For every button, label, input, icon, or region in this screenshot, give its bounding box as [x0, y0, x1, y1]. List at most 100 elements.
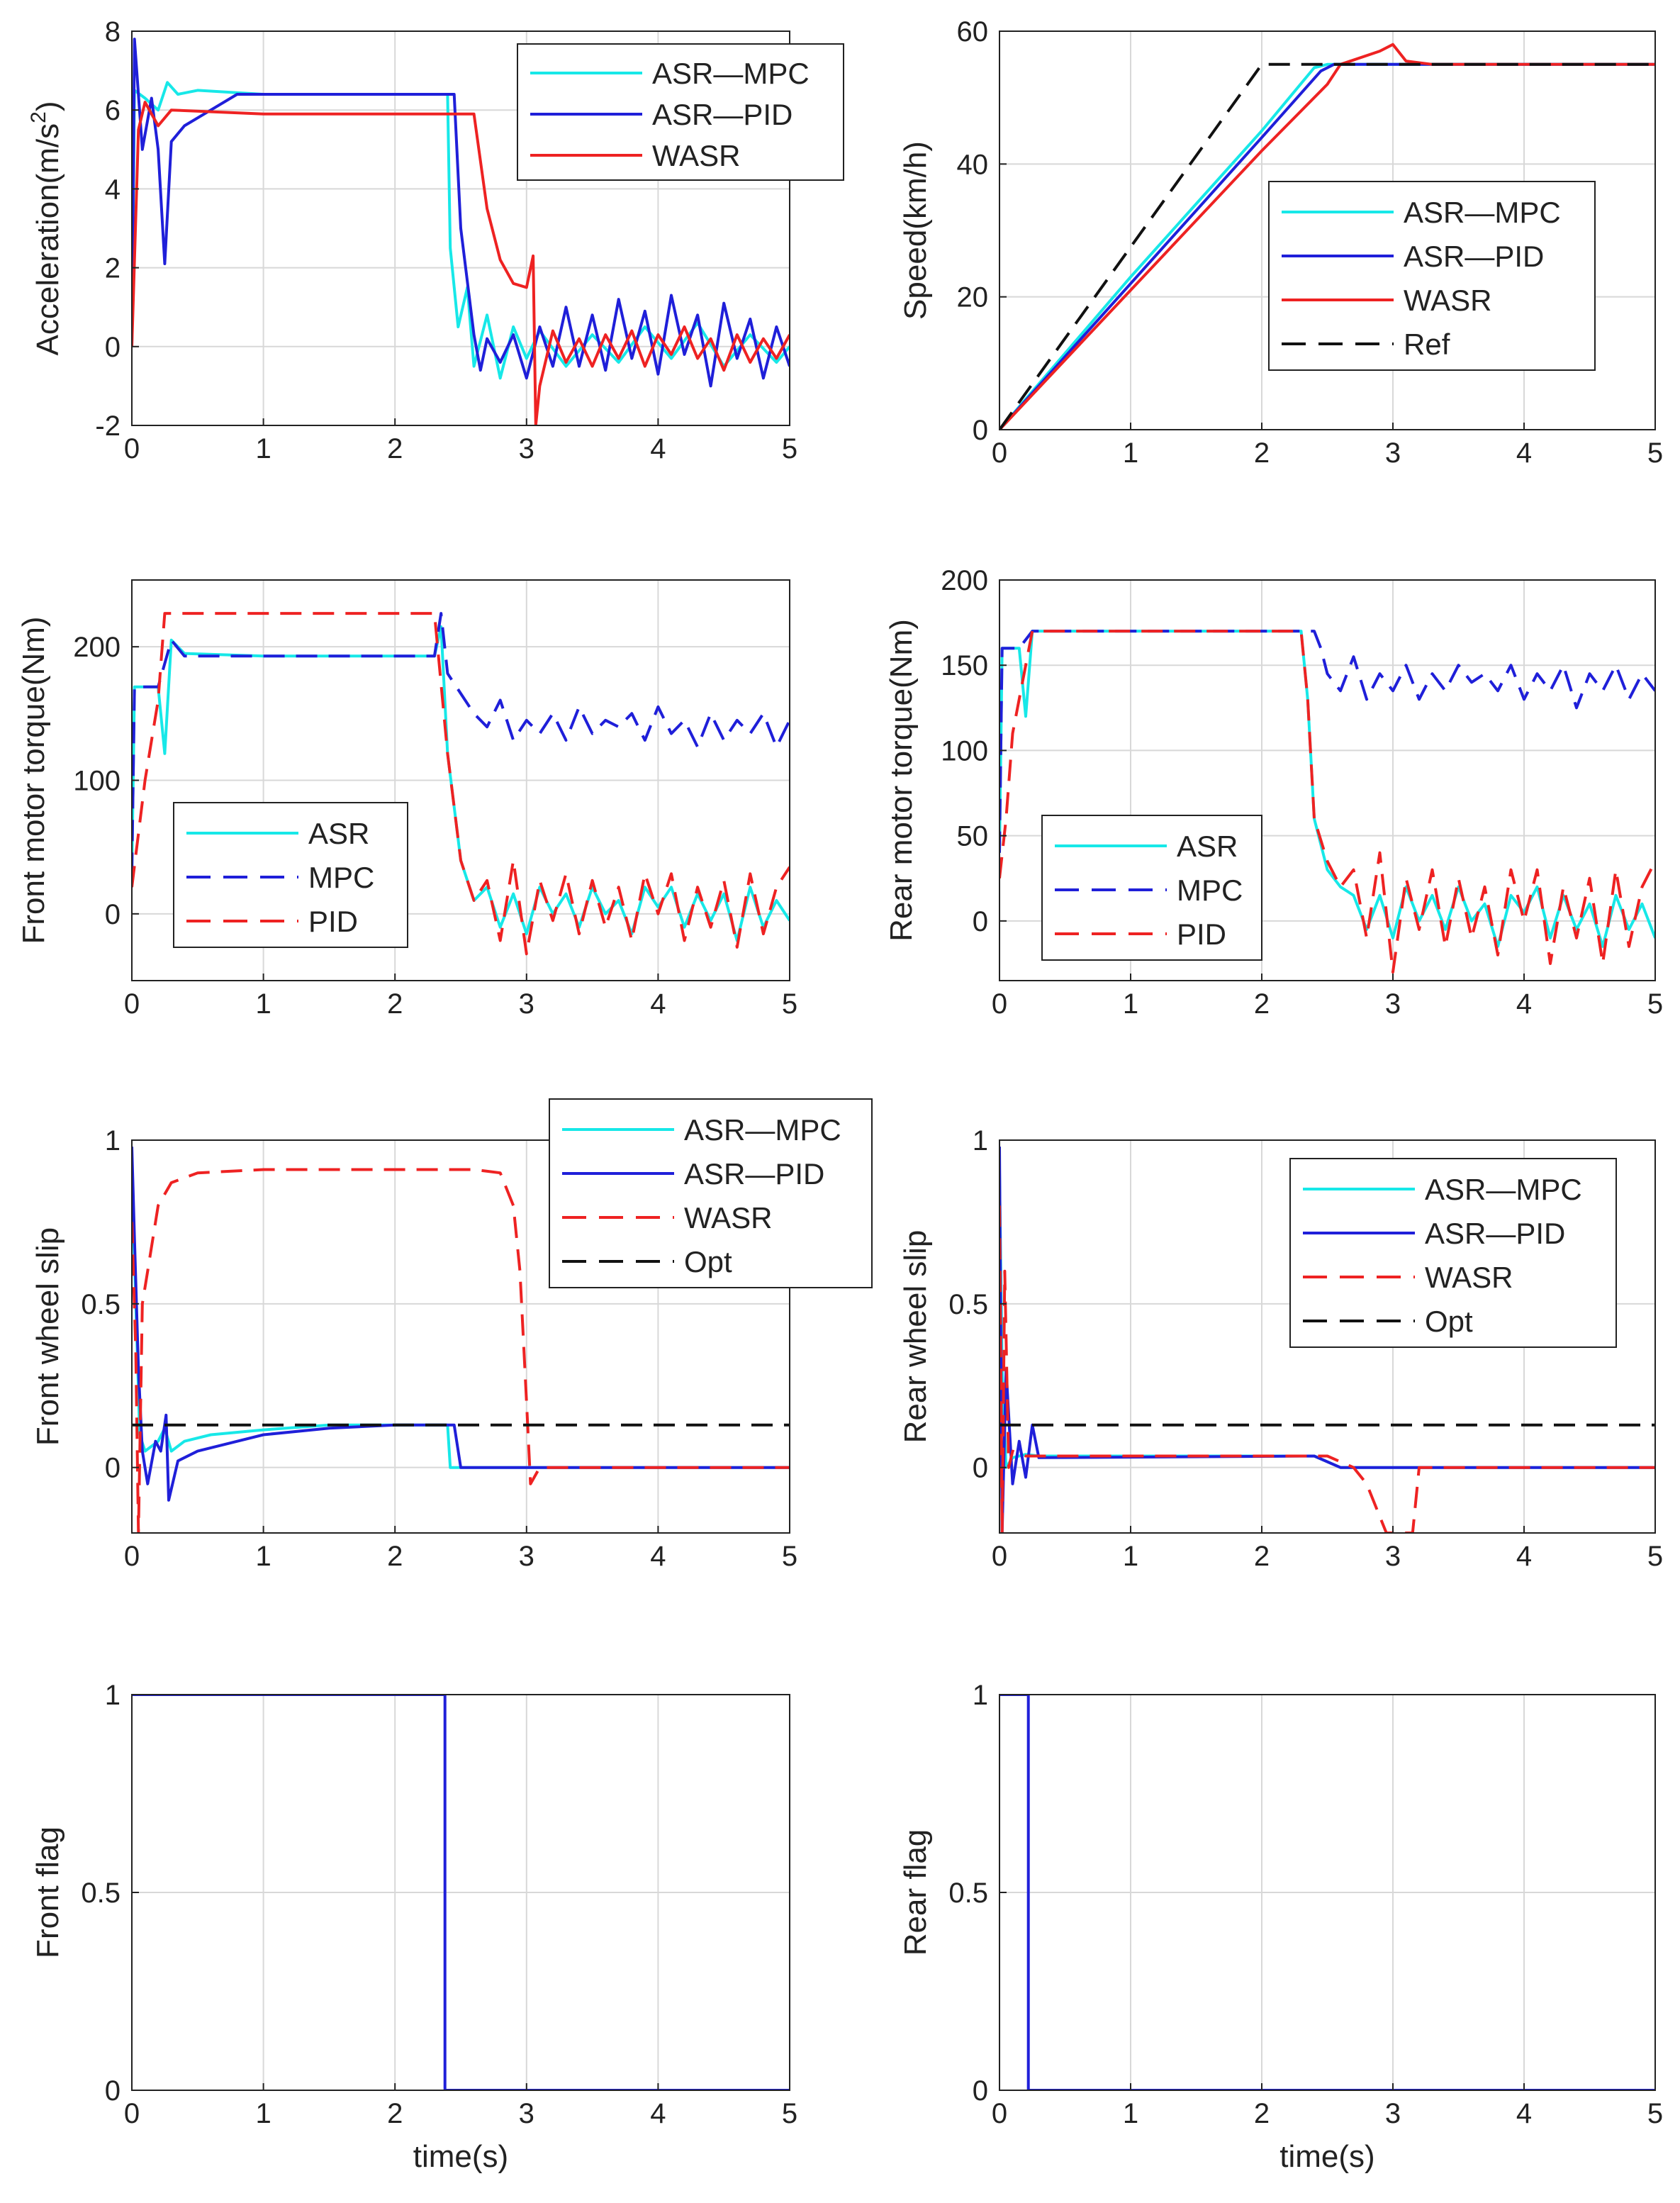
x-tick-label: 4 — [650, 988, 666, 1020]
x-tick-label: 0 — [992, 988, 1007, 1020]
x-tick-label: 5 — [782, 2098, 797, 2129]
y-tick-label: 1 — [973, 1125, 988, 1156]
chart-ftorque: 0 1 2 3 4 5 0 100 200 Front motor torque(Nm) ASR MP… — [16, 579, 797, 1020]
x-tick-label: 2 — [387, 2098, 403, 2129]
x-tick-label: 2 — [1254, 2098, 1270, 2129]
y-axis-label: Rear wheel slip — [898, 1230, 933, 1444]
y-tick-label: 0 — [105, 2075, 121, 2107]
legend-label: Opt — [684, 1245, 732, 1278]
x-tick-label: 2 — [1254, 1541, 1270, 1572]
y-tick-label: 4 — [105, 174, 121, 205]
series-group — [132, 612, 790, 956]
series-line-rear-flag — [999, 1695, 1655, 2090]
x-tick-label: 5 — [1647, 988, 1663, 1020]
chart-acc: 0 1 2 3 4 5-202468Acceleration(m/s2)ASR—MPCAS… — [27, 16, 844, 464]
x-axis-label: time(s) — [1279, 2139, 1374, 2174]
series-group — [999, 43, 1655, 430]
y-tick-label: 40 — [957, 149, 989, 180]
y-axis-label: Rear motor torque(Nm) — [884, 619, 919, 942]
x-tick-label: 4 — [1516, 437, 1532, 469]
y-tick-label: 0 — [973, 906, 988, 937]
legend-label: WASR — [1404, 284, 1491, 317]
series-line-wasr — [132, 101, 790, 425]
y-tick-label: 0 — [105, 332, 121, 363]
axes-box — [131, 30, 790, 426]
legend-label: WASR — [684, 1201, 772, 1234]
y-tick-label: 1 — [105, 1125, 121, 1156]
legend-label: ASR—PID — [684, 1157, 824, 1190]
y-tick-label: 200 — [73, 632, 121, 663]
y-axis-label-superscript: 2 — [27, 111, 50, 123]
y-axis-label: Acceleration(m/s2) — [27, 101, 65, 355]
x-tick-label: 3 — [519, 433, 534, 464]
series-line-ref — [999, 62, 1655, 430]
x-tick-label: 0 — [124, 1541, 140, 1572]
legend-label: Ref — [1404, 328, 1450, 361]
series-line-asr-mpc — [132, 81, 790, 380]
y-tick-label: 200 — [941, 565, 988, 596]
y-tick-label: 6 — [105, 95, 121, 126]
x-tick-label: 0 — [992, 437, 1007, 469]
chart-speed: 0 1 2 3 4 5 0 20 40 60 Speed(km/h) ASR—MPC ASR—PID WA… — [898, 16, 1663, 469]
legend-label: ASR—MPC — [684, 1113, 841, 1147]
y-axis-label-text: Speed(km/h) — [898, 141, 933, 320]
series-line-wasr — [132, 1168, 790, 1533]
legend-label: ASR—MPC — [1404, 196, 1561, 229]
series-group — [132, 38, 790, 425]
y-tick-label: 100 — [941, 735, 988, 766]
x-tick-label: 1 — [255, 433, 271, 464]
legend-label: ASR—PID — [652, 98, 793, 131]
y-tick-label: 0 — [973, 1453, 988, 1484]
x-tick-label: 1 — [255, 1541, 271, 1572]
x-axis-label: time(s) — [413, 2139, 508, 2174]
legend-label: MPC — [1177, 874, 1243, 907]
x-tick-label: 1 — [1123, 1541, 1138, 1572]
x-tick-label: 3 — [1385, 437, 1401, 469]
y-axis-label-close: ) — [30, 101, 65, 111]
x-tick-label: 2 — [387, 988, 403, 1020]
legend-label: ASR—MPC — [1425, 1173, 1582, 1206]
y-tick-label: 50 — [957, 821, 989, 852]
legend: ASR—MPC ASR—PID WASR Opt — [1289, 1158, 1617, 1348]
x-tick-label: 5 — [782, 433, 797, 464]
legend: ASR MPC PID — [173, 802, 408, 948]
series-line-wasr — [999, 43, 1655, 430]
y-tick-label: 100 — [73, 766, 121, 797]
axes-box — [999, 1139, 1656, 1534]
y-tick-label: 0 — [105, 1453, 121, 1484]
legend: ASR MPC PID — [1041, 815, 1262, 961]
y-axis-label-text: Front motor torque(Nm) — [16, 616, 51, 944]
x-tick-label: 1 — [1123, 988, 1138, 1020]
x-tick-label: 0 — [992, 1541, 1007, 1572]
axes-box — [999, 579, 1656, 981]
chart-fslip: 0 1 2 3 4 5 0 0.5 1 Front wheel slip ASR—MPC ASR—PI… — [30, 1098, 873, 1572]
legend-box — [173, 802, 408, 948]
series-line-asr-pid — [999, 62, 1655, 430]
x-tick-label: 1 — [255, 988, 271, 1020]
legend-label: PID — [1177, 918, 1226, 951]
legend-box — [517, 43, 844, 181]
x-tick-label: 3 — [1385, 2098, 1401, 2129]
chart-rflag: 0 1 2 3 4 5 0 0.5 1 Rear flag time(s) — [898, 1680, 1663, 2174]
legend-label: WASR — [1425, 1261, 1513, 1294]
x-tick-label: 3 — [1385, 988, 1401, 1020]
y-tick-label: 0 — [105, 899, 121, 930]
x-tick-label: 2 — [387, 1541, 403, 1572]
x-tick-label: 1 — [1123, 437, 1138, 469]
legend-label: ASR—PID — [1425, 1217, 1565, 1250]
legend-label: PID — [308, 905, 358, 938]
x-tick-label: 3 — [519, 988, 534, 1020]
y-axis-label: Front flag — [30, 1826, 65, 1958]
legend-box — [1041, 815, 1262, 961]
x-tick-label: 0 — [124, 433, 140, 464]
series-line-mpc — [999, 630, 1655, 853]
y-axis-label-text: Rear flag — [898, 1829, 933, 1956]
x-tick-label: 4 — [650, 1541, 666, 1572]
y-axis-label: Speed(km/h) — [898, 141, 933, 320]
series-line-asr-pid — [132, 38, 790, 388]
y-tick-label: 60 — [957, 16, 989, 48]
axes-box — [131, 1139, 790, 1534]
legend-label: WASR — [652, 139, 740, 172]
